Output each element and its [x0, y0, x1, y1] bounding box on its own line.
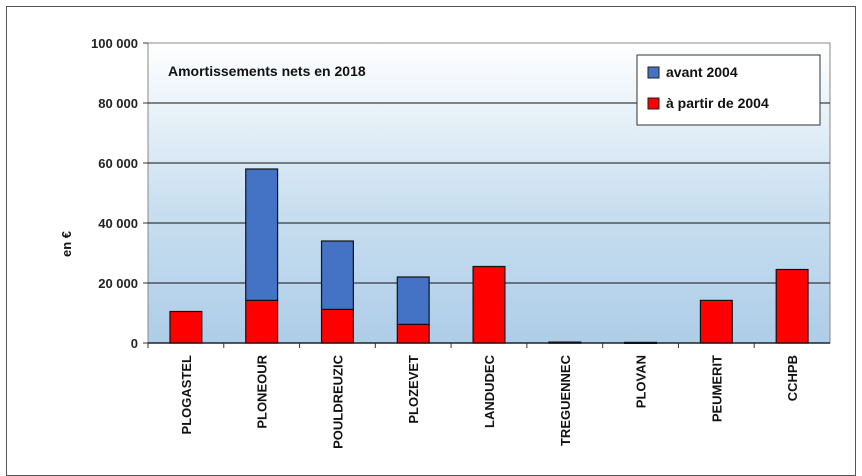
bar-segment [320, 308, 354, 344]
y-axis-ticks: 0 20 000 40 000 60 000 80 000 100 000 [91, 36, 148, 351]
x-category-label: PLONEOUR [255, 354, 270, 428]
y-axis-label: en € [59, 231, 74, 257]
bar-segment [169, 310, 203, 344]
bar-segment [245, 299, 279, 344]
y-tick-label: 0 [131, 336, 138, 351]
bar-segment [699, 299, 733, 344]
x-category-label: PLOVAN [634, 355, 649, 408]
legend-swatch-a-partir-de-2004 [647, 97, 660, 110]
y-tick-label: 100 000 [91, 36, 138, 51]
x-category-label: CCHPB [785, 355, 800, 401]
x-category-label: TREGUENNEC [558, 354, 573, 446]
y-tick-label: 40 000 [98, 216, 138, 231]
bars [169, 168, 809, 344]
x-axis-categories: PLOGASTEL PLONEOUR POULDREUZIC PLOZEVET LAND… [147, 343, 800, 449]
bar-segment [775, 268, 809, 344]
legend-swatch-avant-2004 [647, 66, 660, 79]
y-tick-label: 80 000 [98, 96, 138, 111]
y-tick-label: 20 000 [98, 276, 138, 291]
x-category-label: PLOZEVET [406, 355, 421, 424]
x-category-label: LANDUDEC [482, 354, 497, 428]
bar-segment [548, 341, 582, 344]
bar-segment [396, 323, 430, 344]
bar-segment [624, 341, 658, 344]
legend: avant 2004 à partir de 2004 [636, 54, 821, 126]
y-tick-label: 60 000 [98, 156, 138, 171]
legend-box [636, 54, 821, 126]
legend-label-avant-2004: avant 2004 [666, 64, 738, 80]
x-category-label: POULDREUZIC [330, 354, 345, 449]
bar-segment [396, 276, 430, 326]
bar-segment [472, 265, 506, 344]
x-category-label: PLOGASTEL [179, 355, 194, 435]
bar-segment [320, 240, 354, 311]
legend-label-a-partir-de-2004: à partir de 2004 [666, 95, 769, 111]
x-category-label: PEUMERIT [709, 355, 724, 422]
bar-segment [245, 168, 279, 301]
chart-title: Amortissements nets en 2018 [168, 63, 366, 79]
